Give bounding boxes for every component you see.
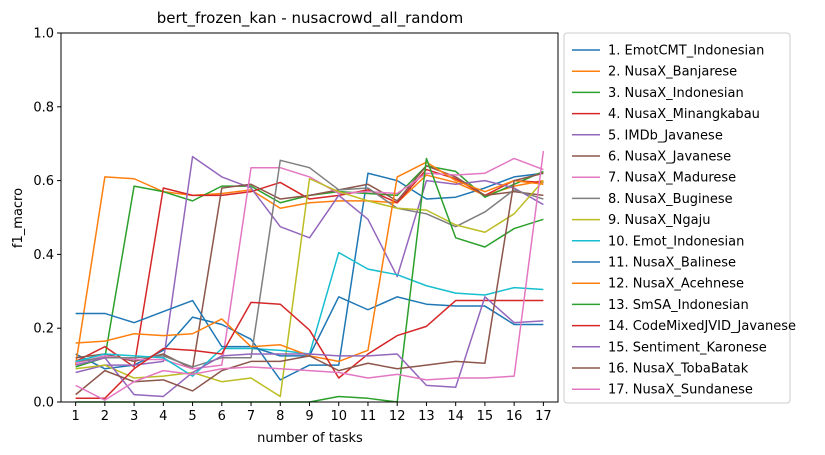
y-tick-label: 0.0 [33,396,54,411]
legend-entry: 13. SmSA_Indonesian [608,298,749,313]
y-tick-label: 0.8 [33,100,54,115]
x-axis: 1 2 3 4 5 6 7 8 9 10 11 12 13 14 15 16 17 [71,402,552,424]
legend-entry: 10. Emot_Indonesian [608,234,744,249]
legend-entry: 17. NusaX_Sundanese [608,383,753,398]
legend-entry: 4. NusaX_Minangkabau [608,107,760,122]
legend-entry: 9. NusaX_Ngaju [608,213,710,228]
x-tick-label: 13 [418,409,435,424]
legend-entry: 5. IMDb_Javanese [608,128,723,143]
legend-entry: 12. NusaX_Acehnese [608,277,744,292]
x-tick-label: 4 [159,409,167,424]
x-tick-label: 3 [130,409,138,424]
x-tick-label: 6 [218,409,226,424]
x-tick-label: 14 [447,409,464,424]
plot-frame [61,33,558,402]
x-tick-label: 7 [247,409,255,424]
legend-entry: 8. NusaX_Buginese [608,192,733,207]
y-axis-label: f1_macro [11,188,26,248]
x-tick-label: 9 [305,409,313,424]
y-tick-label: 0.4 [33,248,54,263]
legend-items: 1. EmotCMT_Indonesian 2. NusaX_Banjarese 3… [572,44,796,398]
legend-entry: 15. Sentiment_Karonese [608,340,767,355]
x-tick-label: 16 [506,409,523,424]
x-tick-label: 17 [535,409,552,424]
legend: 1. EmotCMT_Indonesian 2. NusaX_Banjarese 3… [563,32,796,404]
x-tick-label: 5 [188,409,196,424]
plot-area [60,32,559,403]
series-line [75,150,545,401]
x-axis-label: number of tasks [257,431,363,446]
x-tick-label: 12 [389,409,406,424]
legend-entry: 11. NusaX_Balinese [608,256,736,271]
legend-entry: 16. NusaX_TobaBatak [608,362,749,377]
x-tick-label: 11 [360,409,377,424]
legend-entry: 14. CodeMixedJVID_Javanese [608,319,796,334]
y-axis: 0.0 0.2 0.4 0.6 0.8 1.0 [33,27,61,411]
series-line [75,178,544,398]
legend-entry: 2. NusaX_Banjarese [608,65,737,80]
legend-frame [563,32,791,404]
x-tick-label: 8 [276,409,284,424]
legend-entry: 1. EmotCMT_Indonesian [608,44,764,59]
series-line [75,172,544,396]
y-tick-label: 0.2 [33,322,54,337]
x-tick-label: 1 [71,409,79,424]
series-line [74,174,544,366]
chart-title: bert_frozen_kan - nusacrowd_all_random [157,9,464,28]
legend-entry: 3. NusaX_Indonesian [608,86,744,101]
legend-entry: 7. NusaX_Madurese [608,171,736,186]
y-tick-label: 1.0 [33,27,54,42]
series-line [75,296,544,398]
legend-entry: 6. NusaX_Javanese [608,150,731,165]
x-tick-label: 10 [330,409,347,424]
series-line [75,157,544,370]
y-tick-label: 0.6 [33,174,54,189]
x-tick-label: 15 [477,409,494,424]
x-tick-label: 2 [101,409,109,424]
series-line [75,299,544,400]
